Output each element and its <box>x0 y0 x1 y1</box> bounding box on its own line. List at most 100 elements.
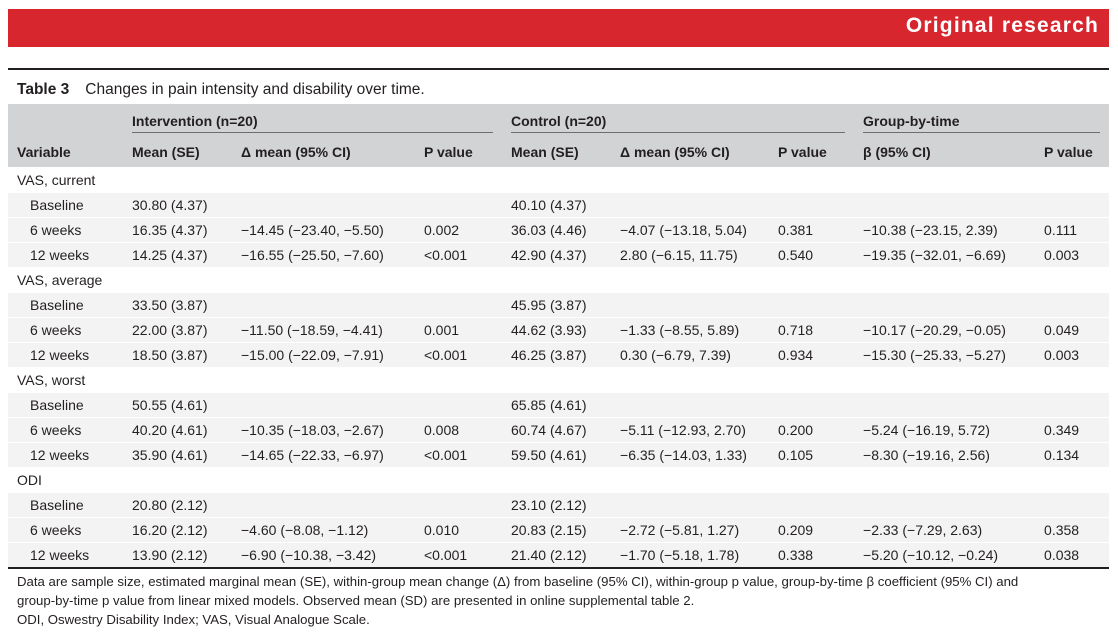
table-cell: −2.33 (−7.29, 2.63) <box>854 517 1036 543</box>
section-label: VAS, worst <box>8 367 1110 393</box>
table-cell: 0.002 <box>415 217 503 243</box>
table-cell: 0.540 <box>769 242 855 268</box>
table-cell <box>769 292 855 318</box>
table-cell: 40.10 (4.37) <box>502 192 612 218</box>
table-cell: −4.60 (−8.08, −1.12) <box>232 517 415 543</box>
row-label: Baseline <box>8 492 123 518</box>
table-caption: Table 3 Changes in pain intensity and dis… <box>8 70 1109 104</box>
footnote-line: ODI, Oswestry Disability Index; VAS, Vis… <box>17 612 370 627</box>
table-cell: 16.35 (4.37) <box>123 217 232 243</box>
table-cell: −14.65 (−22.33, −6.97) <box>232 442 415 468</box>
group-header-group-by-time: Group-by-time <box>854 104 1110 136</box>
table-row: Baseline 30.80 (4.37) 40.10 (4.37) <box>8 192 1110 218</box>
table-cell: <0.001 <box>415 342 503 368</box>
table-cell <box>611 392 770 418</box>
table-cell: 0.349 <box>1035 417 1110 443</box>
table-cell: −10.17 (−20.29, −0.05) <box>854 317 1036 343</box>
table-cell: 21.40 (2.12) <box>502 542 612 569</box>
table-cell: 20.80 (2.12) <box>123 492 232 518</box>
table-footnotes: Data are sample size, estimated marginal… <box>8 569 1109 629</box>
section-label: ODI <box>8 467 1110 493</box>
table-cell: −5.24 (−16.19, 5.72) <box>854 417 1036 443</box>
table-cell: −19.35 (−32.01, −6.69) <box>854 242 1036 268</box>
column-header: P value <box>769 136 855 168</box>
column-header: Mean (SE) <box>123 136 232 168</box>
section-banner: Original research <box>8 9 1109 47</box>
row-label: 12 weeks <box>8 542 123 569</box>
table-row: 12 weeks 13.90 (2.12) −6.90 (−10.38, −3.42… <box>8 542 1110 569</box>
table-row: 12 weeks 35.90 (4.61) −14.65 (−22.33, −6.9… <box>8 442 1110 468</box>
table-cell: −10.38 (−23.15, 2.39) <box>854 217 1036 243</box>
table-cell: 46.25 (3.87) <box>502 342 612 368</box>
section-row: VAS, worst <box>8 367 1110 393</box>
table-cell <box>854 292 1036 318</box>
footnote-line: Data are sample size, estimated marginal… <box>17 574 1019 589</box>
table-cell <box>1035 292 1110 318</box>
table-cell <box>1035 492 1110 518</box>
column-header-row: Variable Mean (SE) Δ mean (95% CI) P value M… <box>8 136 1110 168</box>
row-label: 12 weeks <box>8 242 123 268</box>
table-cell: −1.33 (−8.55, 5.89) <box>611 317 770 343</box>
table-cell: −15.00 (−22.09, −7.91) <box>232 342 415 368</box>
table-cell <box>854 392 1036 418</box>
table-cell <box>232 492 415 518</box>
column-header: β (95% CI) <box>854 136 1036 168</box>
table-cell: −15.30 (−25.33, −5.27) <box>854 342 1036 368</box>
table-cell: 0.934 <box>769 342 855 368</box>
table-cell <box>232 292 415 318</box>
table-cell: 0.111 <box>1035 217 1110 243</box>
table-cell: 0.718 <box>769 317 855 343</box>
table-label: Table 3 <box>17 81 70 98</box>
row-label: 6 weeks <box>8 417 123 443</box>
results-table: Intervention (n=20) Control (n=20) Group… <box>8 104 1110 569</box>
column-header: P value <box>415 136 503 168</box>
table-cell <box>415 492 503 518</box>
table-cell: 0.200 <box>769 417 855 443</box>
table-cell: −6.90 (−10.38, −3.42) <box>232 542 415 569</box>
table-cell: −5.20 (−10.12, −0.24) <box>854 542 1036 569</box>
table-cell: 40.20 (4.61) <box>123 417 232 443</box>
table-cell: 18.50 (3.87) <box>123 342 232 368</box>
column-header: Variable <box>8 136 123 168</box>
table-cell <box>611 492 770 518</box>
table-cell: 30.80 (4.37) <box>123 192 232 218</box>
table-row: 12 weeks 18.50 (3.87) −15.00 (−22.09, −7.9… <box>8 342 1110 368</box>
table-cell: 35.90 (4.61) <box>123 442 232 468</box>
table-cell: 0.30 (−6.79, 7.39) <box>611 342 770 368</box>
table-cell: 0.003 <box>1035 342 1110 368</box>
table-row: 6 weeks 16.35 (4.37) −14.45 (−23.40, −5.50… <box>8 217 1110 243</box>
group-header-row: Intervention (n=20) Control (n=20) Group… <box>8 104 1110 136</box>
table-cell <box>769 492 855 518</box>
table-cell: 0.010 <box>415 517 503 543</box>
table-cell <box>1035 392 1110 418</box>
table-cell: 50.55 (4.61) <box>123 392 232 418</box>
table-cell: −2.72 (−5.81, 1.27) <box>611 517 770 543</box>
table-container: Table 3 Changes in pain intensity and dis… <box>8 68 1110 629</box>
table-cell: −16.55 (−25.50, −7.60) <box>232 242 415 268</box>
table-cell: −10.35 (−18.03, −2.67) <box>232 417 415 443</box>
table-top-rule <box>8 68 1109 70</box>
table-row: 6 weeks 22.00 (3.87) −11.50 (−18.59, −4.41… <box>8 317 1110 343</box>
table-cell: 59.50 (4.61) <box>502 442 612 468</box>
table-cell: <0.001 <box>415 242 503 268</box>
table-cell: <0.001 <box>415 442 503 468</box>
table-cell: −14.45 (−23.40, −5.50) <box>232 217 415 243</box>
column-header: P value <box>1035 136 1110 168</box>
table-cell <box>769 192 855 218</box>
table-cell: 2.80 (−6.15, 11.75) <box>611 242 770 268</box>
table-cell: −4.07 (−13.18, 5.04) <box>611 217 770 243</box>
table-cell: 65.85 (4.61) <box>502 392 612 418</box>
table-cell <box>1035 192 1110 218</box>
table-title: Changes in pain intensity and disability… <box>85 81 425 98</box>
table-cell <box>769 392 855 418</box>
footnote-line: group-by-time p value from linear mixed … <box>17 593 695 608</box>
table-cell: 60.74 (4.67) <box>502 417 612 443</box>
table-cell <box>232 192 415 218</box>
group-header-control: Control (n=20) <box>502 104 855 136</box>
table-row: 6 weeks 40.20 (4.61) −10.35 (−18.03, −2.67… <box>8 417 1110 443</box>
row-label: 12 weeks <box>8 442 123 468</box>
section-label: VAS, average <box>8 267 1110 293</box>
table-cell: 0.381 <box>769 217 855 243</box>
table-cell: 0.338 <box>769 542 855 569</box>
table-cell <box>415 392 503 418</box>
